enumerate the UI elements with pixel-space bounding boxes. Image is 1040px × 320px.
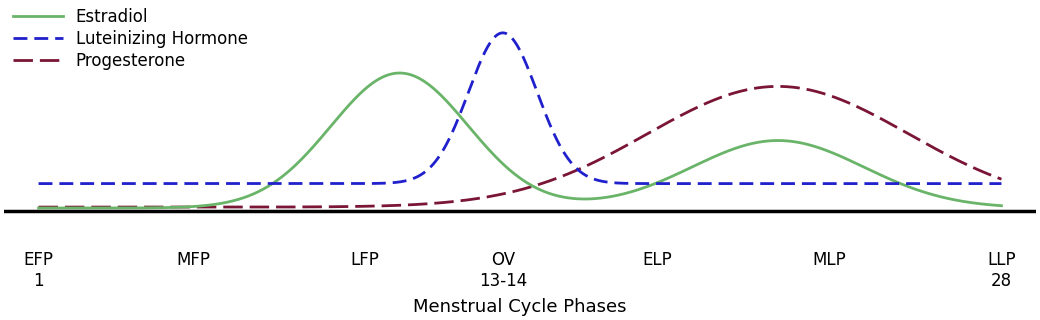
Legend: Estradiol, Luteinizing Hormone, Progesterone: Estradiol, Luteinizing Hormone, Progeste… [12, 8, 248, 70]
X-axis label: Menstrual Cycle Phases: Menstrual Cycle Phases [413, 298, 627, 316]
